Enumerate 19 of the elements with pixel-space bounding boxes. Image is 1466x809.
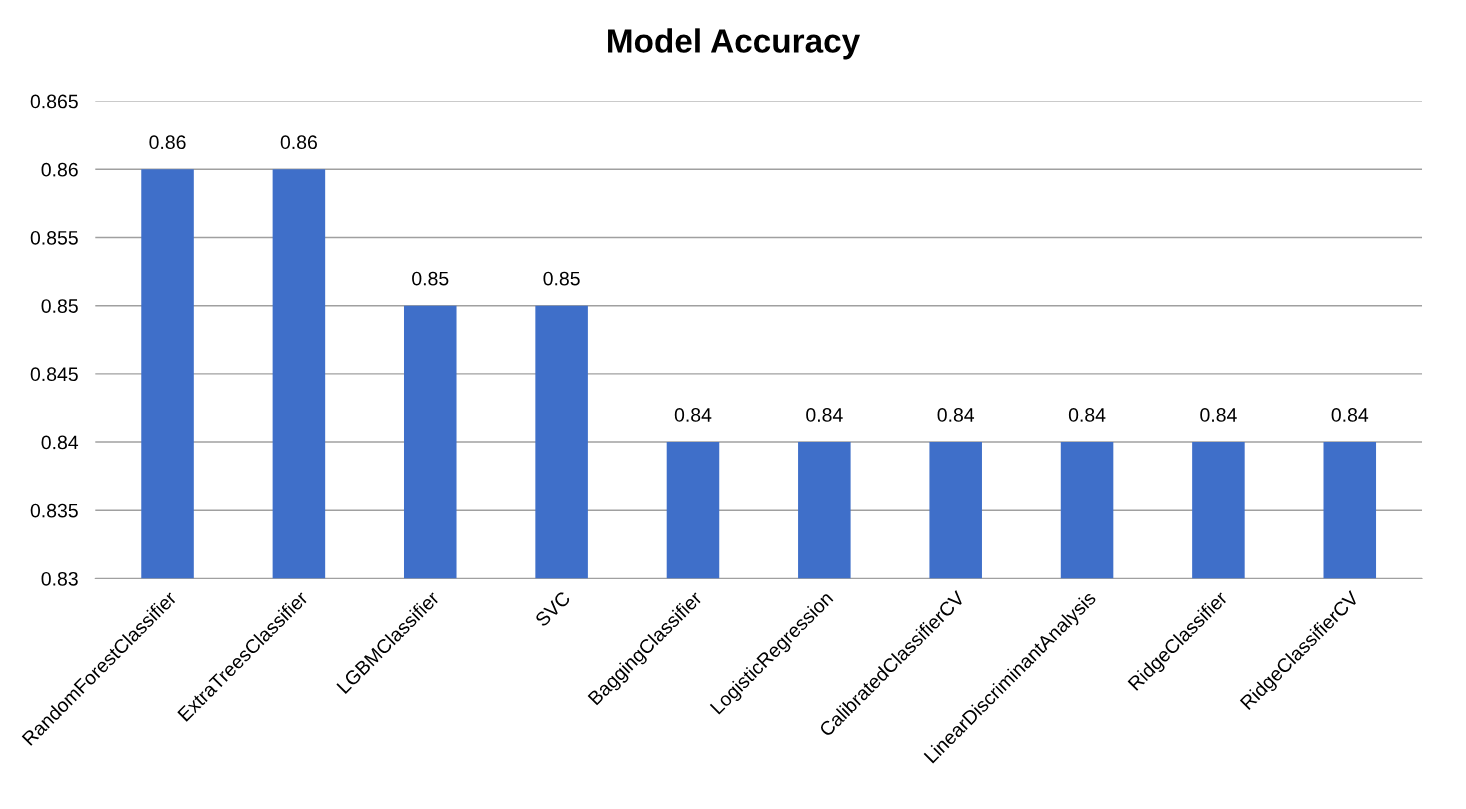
chart-title: Model Accuracy — [608, 28, 861, 60]
data-label: 0.84 — [937, 408, 975, 422]
y-tick-label: 0.83 — [41, 571, 78, 586]
y-tick-label: 0.85 — [41, 299, 78, 313]
y-tick-label: 0.855 — [30, 230, 78, 245]
y-tick-label: 0.835 — [30, 503, 78, 518]
data-label: 0.86 — [280, 135, 317, 150]
y-tick-label: 0.845 — [30, 367, 78, 382]
data-label: 0.84 — [674, 408, 712, 422]
data-label: 0.84 — [806, 408, 843, 422]
data-label: 0.85 — [543, 271, 580, 286]
data-label: 0.84 — [1331, 408, 1369, 422]
y-tick-label: 0.86 — [41, 162, 78, 177]
data-label: 0.85 — [412, 271, 449, 286]
y-tick-label: 0.865 — [30, 94, 78, 109]
y-tick-label: 0.84 — [41, 435, 79, 450]
data-label: 0.86 — [149, 135, 186, 150]
data-label: 0.84 — [1200, 408, 1237, 422]
data-label: 0.84 — [1068, 408, 1106, 422]
